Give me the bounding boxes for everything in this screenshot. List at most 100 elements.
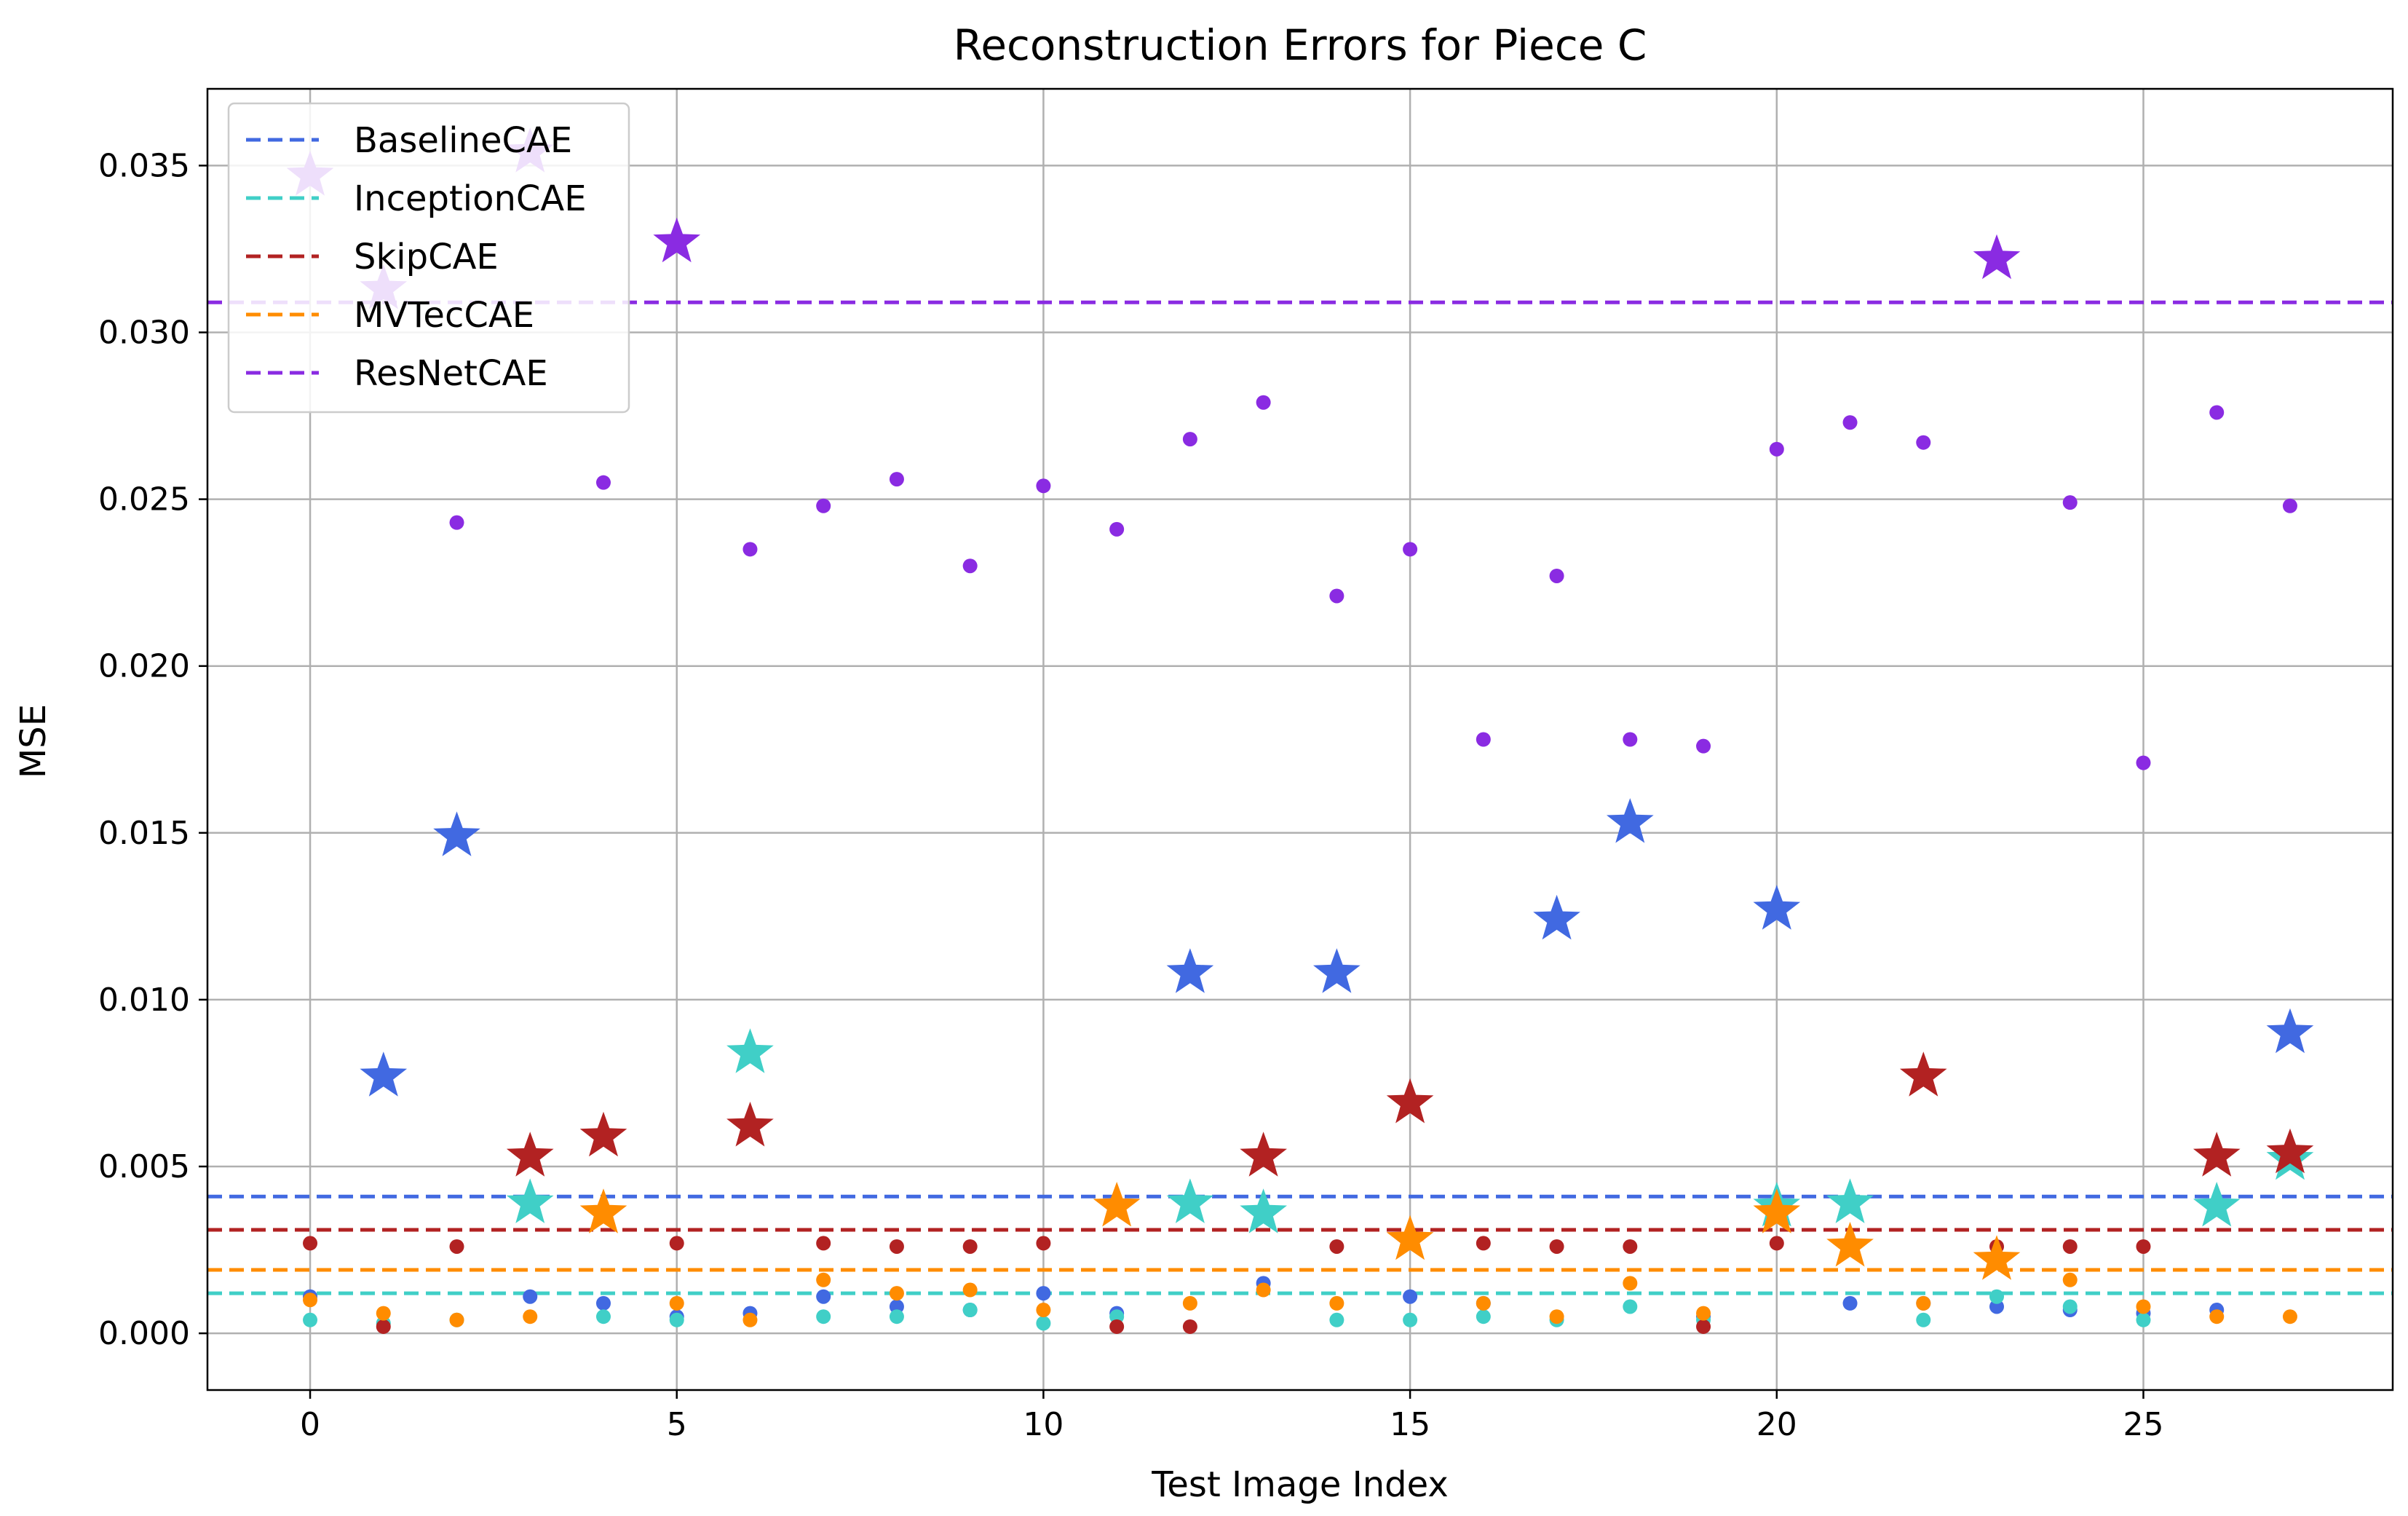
point-skipcae [1476, 1236, 1491, 1251]
point-inceptioncae [889, 1309, 904, 1324]
point-mvteccae [303, 1292, 318, 1308]
anomaly-star-mvteccae [1826, 1222, 1874, 1267]
point-inceptioncae [303, 1312, 318, 1327]
y-axis-label: MSE [13, 704, 54, 778]
point-mvteccae [2062, 1272, 2078, 1287]
x-tick-label: 20 [1757, 1406, 1797, 1443]
anomaly-star-baselinecae [1166, 948, 1214, 993]
y-tick-label: 0.025 [98, 481, 190, 518]
anomaly-star-baselinecae [433, 811, 480, 856]
point-mvteccae [742, 1312, 758, 1327]
grid [207, 89, 2393, 1390]
legend-label-inceptioncae: InceptionCAE [354, 178, 587, 219]
point-mvteccae [523, 1309, 538, 1324]
point-resnetcae [2209, 405, 2225, 420]
point-skipcae [449, 1239, 464, 1254]
point-resnetcae [1036, 478, 1051, 494]
point-baselinecae [889, 1299, 904, 1314]
x-tick-label: 15 [1390, 1406, 1430, 1443]
point-resnetcae [449, 515, 464, 530]
anomaly-star-resnetcae [1973, 234, 2021, 280]
point-inceptioncae [1109, 1309, 1125, 1324]
point-mvteccae [2136, 1299, 2151, 1314]
point-skipcae [816, 1236, 831, 1251]
point-baselinecae [1842, 1295, 1858, 1311]
point-resnetcae [1842, 415, 1858, 430]
anomaly-star-inceptioncae [1166, 1178, 1214, 1223]
point-mvteccae [1182, 1295, 1197, 1311]
point-baselinecae [1403, 1289, 1418, 1304]
legend-box [227, 102, 630, 414]
point-baselinecae [595, 1295, 611, 1311]
data-points [286, 127, 2314, 1334]
point-mvteccae [1696, 1306, 1711, 1321]
y-tick-label: 0.035 [98, 147, 190, 184]
point-resnetcae [1769, 441, 1784, 457]
point-resnetcae [1696, 738, 1711, 754]
point-inceptioncae [962, 1303, 978, 1318]
anomaly-star-inceptioncae [1240, 1188, 1287, 1233]
point-inceptioncae [1476, 1309, 1491, 1324]
point-mvteccae [889, 1286, 904, 1301]
point-resnetcae [962, 558, 978, 574]
point-resnetcae [1182, 432, 1197, 447]
x-tick-label: 5 [667, 1406, 687, 1443]
anomaly-star-baselinecae [360, 1051, 408, 1097]
anomaly-star-inceptioncae [506, 1178, 554, 1223]
axis-ticks: 0 5 10 15 20 25 0.000 0.005 0.010 0.015 0.020 0.025… [98, 147, 2163, 1443]
point-mvteccae [1549, 1309, 1564, 1324]
legend-label-resnetcae: ResNetCAE [354, 353, 548, 394]
y-tick-label: 0.030 [98, 314, 190, 351]
anomaly-star-baselinecae [1753, 885, 1801, 930]
point-mvteccae [376, 1306, 391, 1321]
point-mvteccae [1916, 1295, 1931, 1311]
point-skipcae [669, 1236, 684, 1251]
point-inceptioncae [669, 1312, 684, 1327]
point-inceptioncae [1329, 1312, 1344, 1327]
point-resnetcae [742, 542, 758, 557]
anomaly-star-baselinecae [1313, 948, 1361, 993]
point-baselinecae [1036, 1286, 1051, 1301]
point-skipcae [2136, 1239, 2151, 1254]
point-skipcae [2062, 1239, 2078, 1254]
point-resnetcae [595, 475, 611, 490]
point-mvteccae [2282, 1309, 2297, 1324]
point-inceptioncae [1623, 1299, 1638, 1314]
threshold-lines [207, 300, 2393, 1295]
point-mvteccae [1623, 1276, 1638, 1291]
point-resnetcae [2062, 495, 2078, 510]
anomaly-star-skipcae [1899, 1051, 1947, 1097]
point-resnetcae [1329, 588, 1344, 604]
anomaly-star-inceptioncae [726, 1028, 774, 1073]
legend-label-mvteccae: MVTecCAE [354, 295, 534, 336]
point-inceptioncae [1916, 1312, 1931, 1327]
point-resnetcae [1549, 568, 1564, 583]
anomaly-star-mvteccae [1973, 1235, 2021, 1280]
anomaly-star-resnetcae [653, 217, 701, 263]
point-mvteccae [1036, 1303, 1051, 1318]
point-skipcae [303, 1236, 318, 1251]
point-skipcae [376, 1319, 391, 1334]
anomaly-star-mvteccae [1753, 1188, 1801, 1233]
point-skipcae [1623, 1239, 1638, 1254]
point-resnetcae [1109, 521, 1125, 537]
point-inceptioncae [595, 1309, 611, 1324]
anomaly-star-skipcae [1386, 1078, 1434, 1124]
point-skipcae [1109, 1319, 1125, 1334]
point-inceptioncae [1403, 1312, 1418, 1327]
chart-title: Reconstruction Errors for Piece C [954, 20, 1647, 70]
anomaly-star-mvteccae [1386, 1215, 1434, 1260]
y-tick-label: 0.015 [98, 815, 190, 852]
point-resnetcae [1403, 542, 1418, 557]
point-resnetcae [889, 472, 904, 487]
point-resnetcae [1916, 435, 1931, 450]
point-mvteccae [1329, 1295, 1344, 1311]
x-tick-label: 0 [300, 1406, 320, 1443]
y-tick-label: 0.010 [98, 982, 190, 1019]
anomaly-star-skipcae [2193, 1132, 2241, 1177]
plot-frame [206, 87, 2394, 1391]
point-mvteccae [816, 1272, 831, 1287]
point-inceptioncae [1036, 1316, 1051, 1331]
anomaly-star-inceptioncae [2193, 1182, 2241, 1227]
